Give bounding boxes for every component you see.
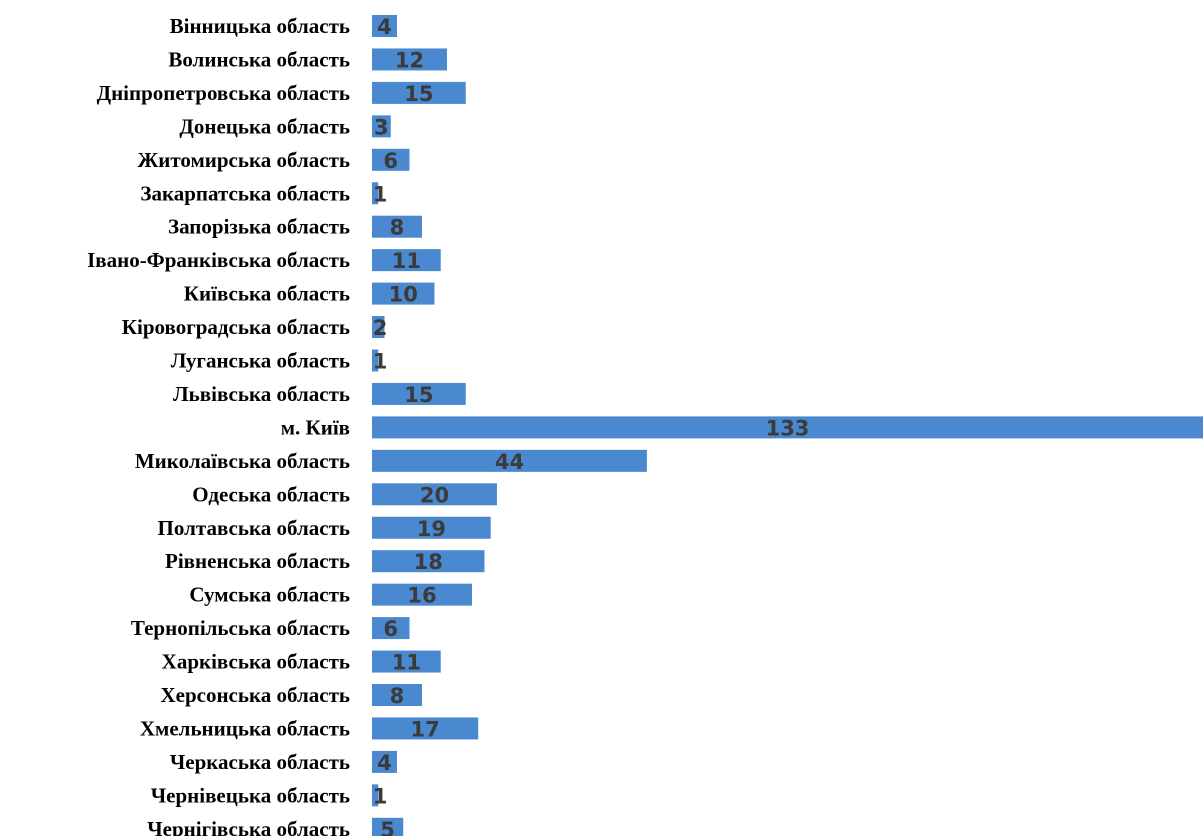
data-label: 17 <box>410 717 439 741</box>
category-label: Хмельницька область <box>140 716 350 740</box>
data-label: 12 <box>395 48 424 72</box>
bar <box>372 550 485 573</box>
category-label: Луганська область <box>171 349 350 373</box>
bar <box>372 15 397 37</box>
bar <box>372 282 435 305</box>
data-label: 44 <box>495 450 524 474</box>
bar <box>372 349 379 372</box>
category-label: Закарпатська область <box>140 181 350 205</box>
bar <box>372 650 441 673</box>
category-label: Харківська область <box>162 650 350 674</box>
data-label: 2 <box>373 316 388 340</box>
data-label: 1 <box>373 182 388 206</box>
category-label: м. Київ <box>281 415 350 439</box>
category-label: Рівненська область <box>165 549 350 573</box>
bar <box>372 115 391 138</box>
bar <box>372 316 385 339</box>
data-label: 133 <box>766 416 810 440</box>
data-label: 11 <box>392 249 421 273</box>
bar <box>372 817 404 836</box>
category-label: Сумська область <box>189 583 350 607</box>
category-label: Херсонська область <box>160 683 350 707</box>
bar <box>372 416 1203 439</box>
category-label: Дніпропетровська область <box>97 81 350 105</box>
data-label: 5 <box>380 818 395 836</box>
category-label: Черкаська область <box>170 750 350 774</box>
bar <box>372 249 441 272</box>
category-label: Полтавська область <box>158 516 350 540</box>
bar <box>372 684 422 706</box>
bar <box>372 182 379 205</box>
data-label: 3 <box>374 115 389 139</box>
category-label: Волинська область <box>168 47 350 71</box>
bar <box>372 148 410 171</box>
bar <box>372 81 466 104</box>
data-label: 1 <box>373 350 388 374</box>
bar <box>372 449 647 472</box>
bar <box>372 784 379 807</box>
category-label: Львівська область <box>173 382 350 406</box>
category-label: Чернігівська область <box>147 817 350 836</box>
bar <box>372 516 491 539</box>
data-label: 20 <box>420 483 449 507</box>
data-label: 10 <box>389 283 418 307</box>
bar <box>372 617 410 640</box>
data-label: 6 <box>383 617 398 641</box>
data-label: 19 <box>417 517 446 541</box>
data-label: 8 <box>390 684 405 708</box>
bar <box>372 483 497 506</box>
data-label: 1 <box>373 784 388 808</box>
category-labels: Вінницька область Волинська область Дніпро… <box>87 14 350 836</box>
data-label: 4 <box>377 15 392 39</box>
category-label: Донецька область <box>179 114 350 138</box>
category-label: Вінницька область <box>170 14 350 38</box>
category-label: Тернопільська область <box>131 616 350 640</box>
data-label: 4 <box>377 751 392 775</box>
bar <box>372 750 397 773</box>
category-label: Київська область <box>184 282 350 306</box>
data-label: 18 <box>414 550 443 574</box>
category-label: Чернівецька область <box>151 783 350 807</box>
data-label: 11 <box>392 651 421 675</box>
bars <box>372 15 1203 836</box>
data-label: 15 <box>404 82 433 106</box>
bar <box>372 717 479 740</box>
category-label: Івано-Франківська область <box>87 248 350 272</box>
bar <box>372 215 422 238</box>
category-label: Миколаївська область <box>135 449 350 473</box>
category-label: Житомирська область <box>137 148 350 172</box>
data-label: 16 <box>407 584 436 608</box>
category-label: Одеська область <box>192 482 350 506</box>
data-label: 6 <box>383 149 398 173</box>
category-label: Кіровоградська область <box>122 315 350 339</box>
bar <box>372 583 472 606</box>
bar <box>372 382 466 405</box>
data-label: 8 <box>390 216 405 240</box>
category-label: Запорізька область <box>168 215 350 239</box>
bar <box>372 48 447 71</box>
data-label: 15 <box>404 383 433 407</box>
